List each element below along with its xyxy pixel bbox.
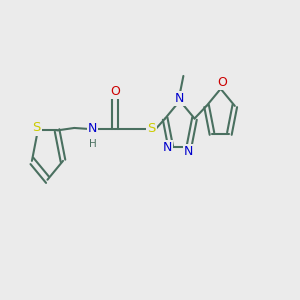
Text: O: O (110, 85, 120, 98)
Text: S: S (147, 122, 156, 135)
Text: N: N (175, 92, 184, 105)
Text: H: H (89, 139, 97, 149)
Text: N: N (184, 145, 194, 158)
Text: N: N (163, 141, 172, 154)
Text: O: O (217, 76, 227, 89)
Text: N: N (88, 122, 98, 135)
Text: S: S (32, 122, 41, 134)
